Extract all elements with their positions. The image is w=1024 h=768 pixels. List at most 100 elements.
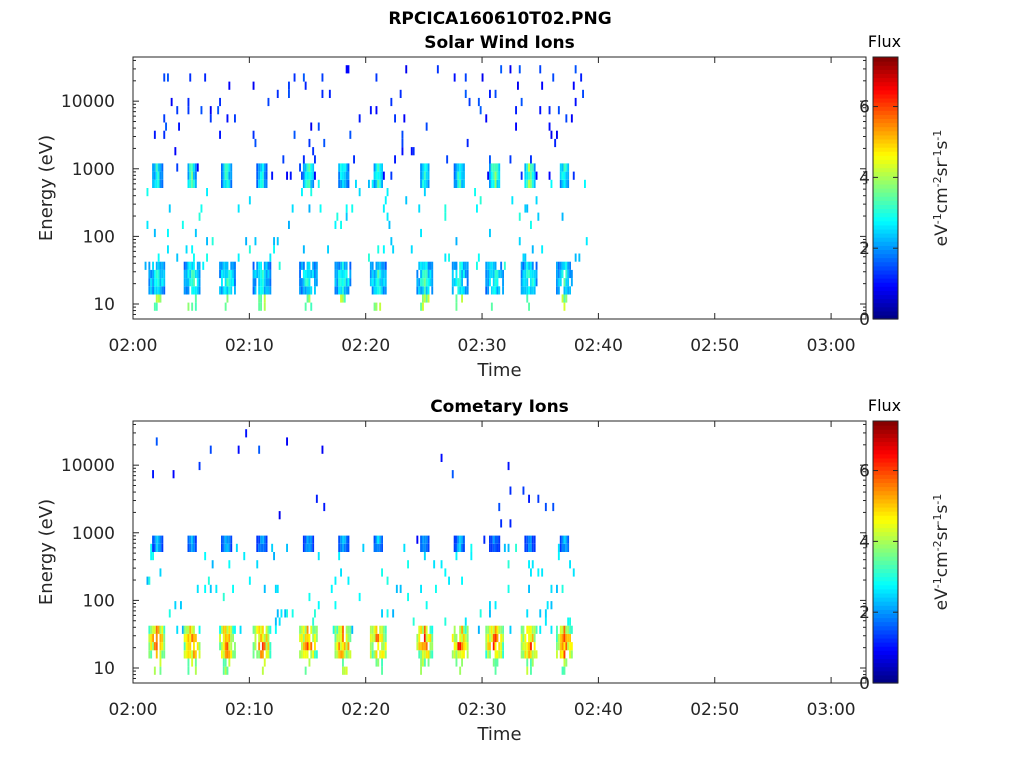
spectrogram-cell — [161, 179, 164, 188]
spectrogram-cell — [563, 163, 566, 172]
spectrogram-cell — [347, 278, 350, 287]
spectrogram-cell — [530, 666, 532, 675]
spectrogram-cell — [509, 486, 512, 495]
spectrogram-cell — [167, 228, 169, 238]
spectrogram-cell — [161, 269, 164, 279]
spectrogram-cell — [489, 543, 491, 552]
spectrogram-cell — [176, 106, 179, 115]
colorbar-band — [873, 502, 898, 508]
spectrogram-cell — [563, 625, 566, 634]
spectrogram-cell — [539, 609, 542, 618]
spectrogram-cell — [557, 286, 560, 295]
spectrogram-cell — [490, 163, 493, 172]
spectrogram-cell — [252, 269, 255, 279]
spectrogram-cell — [373, 286, 376, 295]
spectrogram-cell — [494, 535, 497, 544]
colorbar-band — [873, 77, 898, 83]
spectrogram-cell — [425, 269, 428, 279]
spectrogram-cell — [520, 625, 523, 634]
spectrogram-cell — [561, 535, 564, 544]
spectrogram-cell — [518, 212, 521, 221]
spectrogram-cell — [431, 286, 434, 295]
spectrogram-cell — [410, 245, 413, 254]
spectrogram-cell — [528, 633, 530, 643]
spectrogram-cell — [204, 584, 207, 593]
spectrogram-cell — [477, 253, 480, 262]
spectrogram-cell — [448, 576, 450, 585]
spectrogram-cell — [574, 65, 577, 74]
colorbar-band — [873, 445, 898, 451]
spectrogram-cell — [314, 261, 316, 270]
spectrogram-cell — [163, 633, 166, 643]
spectrogram-cell — [559, 633, 562, 643]
spectrogram-cell — [496, 179, 499, 188]
spectrogram-cell — [148, 650, 151, 659]
spectrogram-cell — [463, 642, 465, 651]
spectrogram-cell — [230, 278, 233, 287]
spectrogram-cell — [461, 576, 463, 585]
spectrogram-cell — [490, 625, 493, 634]
spectrogram-cell — [317, 179, 320, 188]
spectrogram-cell — [565, 171, 568, 180]
spectrogram-cell — [168, 609, 171, 618]
spectrogram-cell — [299, 163, 301, 172]
spectrogram-cell — [369, 633, 372, 643]
spectrogram-cell — [559, 179, 562, 188]
spectrogram-cell — [423, 642, 426, 651]
spectrogram-cell — [528, 269, 530, 279]
spectrogram-cell — [343, 650, 346, 659]
spectrogram-cell — [580, 73, 583, 82]
spectrogram-cell — [172, 470, 175, 479]
spectrogram-cell — [466, 625, 469, 634]
spectrogram-cell — [336, 261, 339, 270]
spectrogram-cell — [252, 81, 255, 90]
spectrogram-cell — [429, 633, 432, 643]
spectrogram-cell — [334, 286, 337, 295]
spectrogram-cell — [301, 650, 303, 659]
spectrogram-cell — [489, 163, 491, 172]
spectrogram-cell — [530, 658, 532, 667]
spectrogram-cell — [153, 130, 156, 139]
spectrogram-cell — [306, 269, 309, 279]
spectrogram-cell — [209, 106, 212, 115]
panel-solar-wind-ions: 02:00 02:10 02:20 02:30 02:40 02:50 03:0010100… — [36, 32, 952, 381]
spectrogram-cell — [157, 163, 160, 172]
x-tick-label: 02:30 — [458, 700, 507, 720]
spectrogram-cell — [453, 163, 456, 172]
colorbar-band — [873, 486, 898, 492]
spectrogram-cell — [304, 179, 307, 188]
spectrogram-cell — [369, 261, 372, 270]
spectrogram-cell — [530, 633, 532, 643]
spectrogram-cell — [161, 543, 164, 552]
spectrogram-cell — [381, 278, 383, 287]
spectrogram-cell — [377, 535, 380, 544]
spectrogram-cell — [155, 163, 158, 172]
colorbar-band — [873, 494, 898, 500]
spectrogram-cell — [308, 642, 311, 651]
spectrogram-cell — [196, 269, 199, 279]
spectrogram-cell — [206, 237, 208, 246]
spectrogram-cell — [567, 543, 570, 552]
spectrogram-cells — [146, 429, 575, 675]
spectrogram-cell — [228, 543, 231, 552]
spectrogram-cell — [299, 633, 301, 643]
colorbar-band — [873, 637, 898, 643]
spectrogram-cell — [159, 286, 162, 295]
spectrogram-cell — [474, 188, 476, 197]
spectrogram-cell — [377, 543, 380, 552]
spectrogram-cell — [258, 278, 261, 287]
spectrogram-cell — [226, 543, 229, 552]
spectrogram-cell — [256, 560, 259, 569]
spectrogram-cell — [222, 269, 225, 279]
spectrogram-cell — [559, 261, 562, 270]
spectrogram-cell — [427, 286, 430, 295]
spectrogram-cell — [198, 278, 201, 287]
spectrogram-cell — [248, 245, 251, 254]
spectrogram-cell — [345, 269, 348, 279]
spectrogram-cell — [422, 269, 424, 279]
spectrogram-cell — [537, 568, 540, 577]
spectrogram-cell — [528, 642, 530, 651]
colorbar-band — [873, 220, 898, 226]
spectrogram-cell — [531, 650, 534, 659]
spectrogram-cell — [496, 171, 499, 180]
